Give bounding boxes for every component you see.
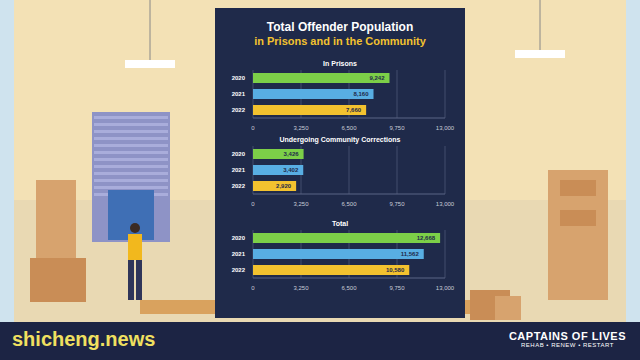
svg-text:6,500: 6,500: [341, 201, 357, 207]
svg-text:13,000: 13,000: [436, 285, 455, 291]
svg-text:9,750: 9,750: [389, 285, 405, 291]
svg-text:2020: 2020: [232, 235, 246, 241]
svg-text:3,426: 3,426: [284, 151, 300, 157]
svg-text:9,750: 9,750: [389, 125, 405, 131]
svg-text:0: 0: [251, 201, 255, 207]
svg-text:0: 0: [251, 125, 255, 131]
svg-text:10,580: 10,580: [386, 267, 405, 273]
svg-text:12,668: 12,668: [417, 235, 436, 241]
html-text:Total: Total: [331, 220, 349, 227]
svg-text:7,660: 7,660: [346, 107, 362, 113]
svg-text:2022: 2022: [232, 183, 246, 189]
svg-text:2021: 2021: [232, 251, 246, 257]
html-text:In Prisons: In Prisons: [323, 60, 357, 67]
html-text:CAPTAINS OF LIVES: CAPTAINS OF LIVES: [508, 330, 626, 342]
html-text:REHAB • RENEW • RESTART: REHAB • RENEW • RESTART: [521, 342, 614, 348]
svg-text:11,562: 11,562: [401, 251, 420, 257]
svg-text:3,250: 3,250: [293, 285, 309, 291]
html-text:shicheng.news: shicheng.news: [12, 328, 156, 350]
html-text:in Prisons and in the Communit: in Prisons and in the Community: [254, 35, 426, 47]
svg-text:3,250: 3,250: [293, 201, 309, 207]
svg-text:13,000: 13,000: [436, 201, 455, 207]
svg-text:8,160: 8,160: [354, 91, 370, 97]
svg-text:2020: 2020: [232, 75, 246, 81]
svg-text:2021: 2021: [232, 91, 246, 97]
svg-text:13,000: 13,000: [436, 125, 455, 131]
svg-text:3,402: 3,402: [283, 167, 299, 173]
svg-text:0: 0: [251, 285, 255, 291]
svg-text:9,242: 9,242: [369, 75, 385, 81]
html-text:Undergoing Community Correctio: Undergoing Community Corrections: [279, 136, 401, 143]
svg-text:6,500: 6,500: [341, 125, 357, 131]
svg-text:2020: 2020: [232, 151, 246, 157]
svg-text:2022: 2022: [232, 107, 246, 113]
html-text:Total Offender Population: Total Offender Population: [266, 20, 414, 34]
svg-text:2021: 2021: [232, 167, 246, 173]
svg-text:2,920: 2,920: [276, 183, 292, 189]
svg-text:9,750: 9,750: [389, 201, 405, 207]
svg-text:3,250: 3,250: [293, 125, 309, 131]
svg-text:6,500: 6,500: [341, 285, 357, 291]
svg-text:2022: 2022: [232, 267, 246, 273]
